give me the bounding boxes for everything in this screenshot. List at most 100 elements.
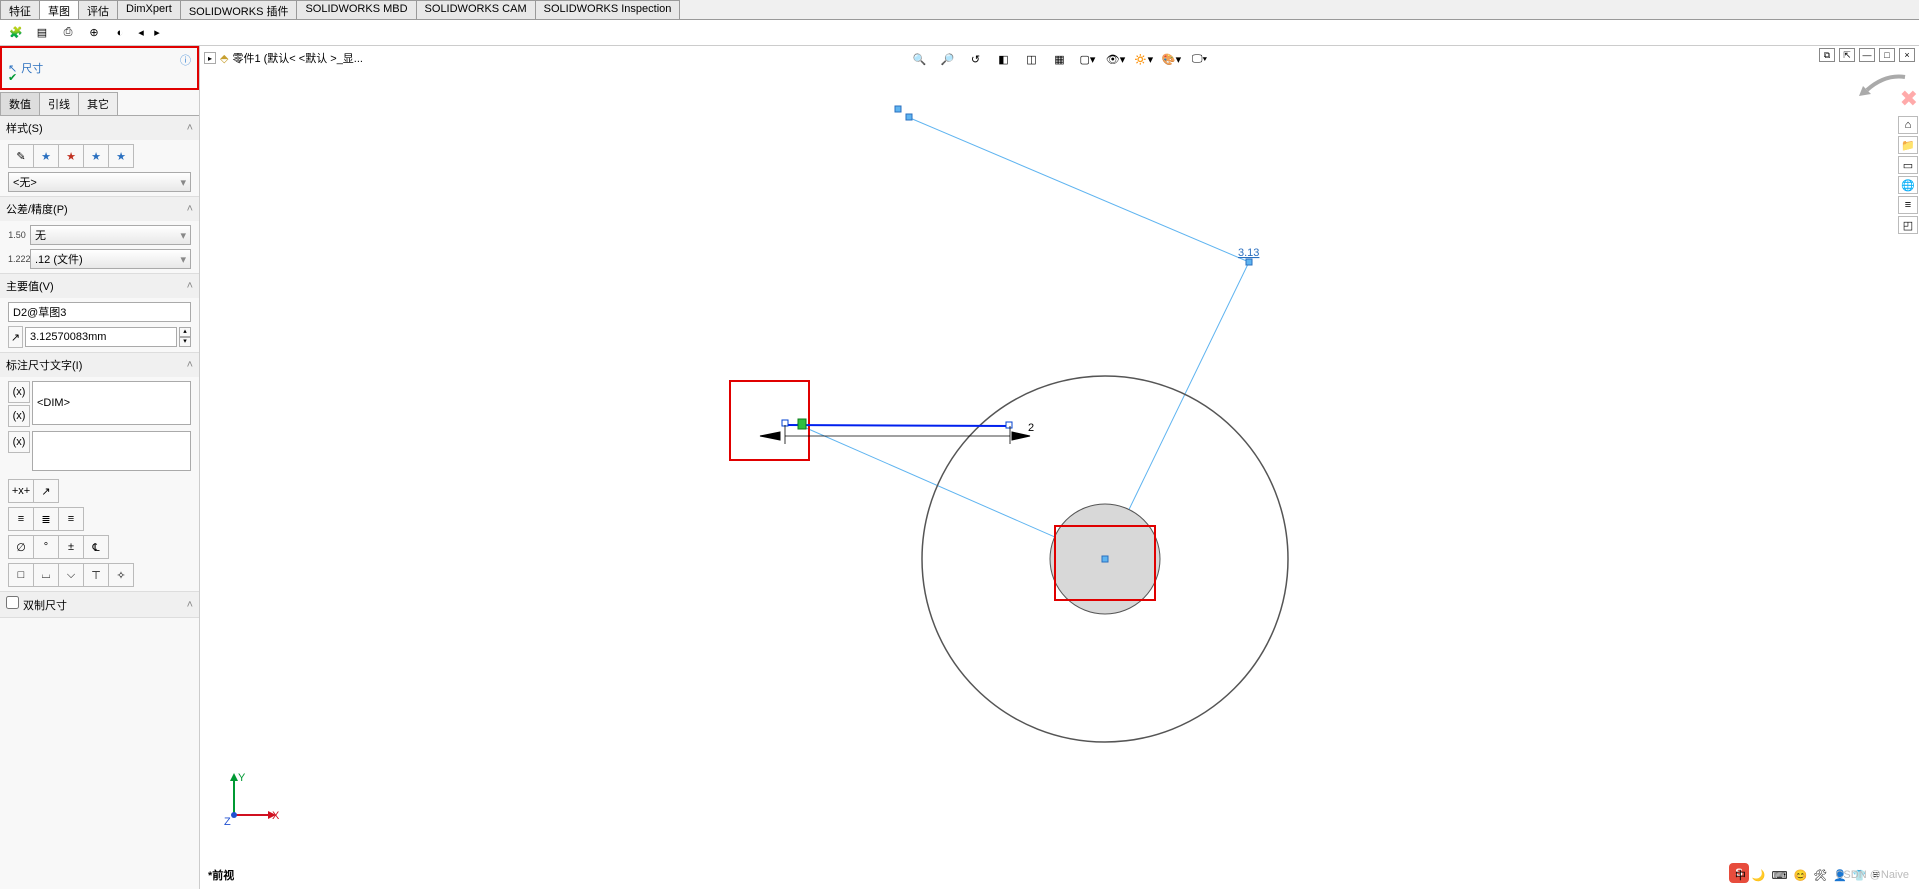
sym-more2-icon[interactable]: ⌵ [58,563,84,587]
prop-tab-leaders[interactable]: 引线 [39,92,79,115]
sketch-point[interactable] [895,106,901,112]
sketch-point[interactable] [1246,259,1252,265]
svg-text:X: X [272,810,280,822]
style-combo-value: <无> [13,174,37,190]
emoji-icon[interactable]: 😊 [1794,869,1808,882]
collapse-icon: ˄ [187,599,193,611]
tab-addins[interactable]: SOLIDWORKS 插件 [180,0,298,19]
style-label: 样式(S) [6,120,43,136]
top-tab-bar: 特征 草图 评估 DimXpert SOLIDWORKS 插件 SOLIDWOR… [0,0,1919,20]
sym-more3-icon[interactable]: ⊤ [83,563,109,587]
ime-icon[interactable]: 中 [1735,867,1746,883]
dimtext-format1-icon[interactable]: (x) [8,381,30,403]
collapse-icon: ˄ [187,280,193,292]
view-name-label: *前视 [208,867,234,883]
sym-degree-icon[interactable]: ° [33,535,59,559]
fm-tab-nav-right-icon[interactable]: ▸ [150,22,164,44]
dimension-header: ↖ 尺寸 ⓘ ✔ [0,46,199,90]
style-combo[interactable]: <无>▾ [8,172,191,192]
relation-icon[interactable] [798,419,806,429]
tab-features[interactable]: 特征 [0,0,40,19]
dimtext-label: 标注尺寸文字(I) [6,357,82,373]
svg-text:Y: Y [238,772,246,784]
primary-label: 主要值(V) [6,278,54,294]
fm-tab-appearance-icon[interactable]: ◐ [108,22,132,44]
style-load-icon[interactable]: ★ [108,144,134,168]
section-tolerance-header[interactable]: 公差/精度(P) ˄ [0,197,199,221]
sym-centerline-icon[interactable]: ℄ [83,535,109,559]
prop-tab-value[interactable]: 数值 [0,92,40,115]
dimension-value-text[interactable]: 2 [1028,422,1034,434]
graphics-canvas[interactable]: ▸ ⬘ 零件1 (默认< <默认 >_显... 🔍 🔎 ↺ ◧ ◫ ▦ ▢▾ 👁… [200,46,1919,889]
sketch-svg: 2 3.13 [200,46,1919,889]
value-spinner[interactable]: ▴▾ [179,327,191,347]
sym-square-icon[interactable]: □ [8,563,34,587]
highlight-box [730,381,809,460]
panel-tab-strip: 🧩 ▤ ⎙ ⊕ ◐ ◂ ▸ [0,20,1919,46]
center-point[interactable] [1102,556,1108,562]
ok-icon[interactable]: ✔ [8,71,17,84]
sym-more1-icon[interactable]: ⌴ [33,563,59,587]
dimtext-input[interactable] [32,381,191,425]
sym-diameter-icon[interactable]: ∅ [8,535,34,559]
dual-checkbox[interactable] [6,596,19,609]
fm-tab-dim-icon[interactable]: ⊕ [82,22,106,44]
style-save-icon[interactable]: ★ [83,144,109,168]
precision-combo[interactable]: .12 (文件)▾ [30,249,191,269]
tab-cam[interactable]: SOLIDWORKS CAM [416,0,536,19]
fm-tab-nav-left-icon[interactable]: ◂ [134,22,148,44]
tolerance-type-combo[interactable]: 无▾ [30,225,191,245]
justify-center-icon[interactable]: ≣ [33,507,59,531]
dimension-title: 尺寸 [21,60,43,76]
section-primary-header[interactable]: 主要值(V) ˄ [0,274,199,298]
style-buttons: ✎ ★ ★ ★ ★ [8,144,191,168]
endpoint[interactable] [1006,422,1012,428]
section-dual-header[interactable]: 双制尺寸 ˄ [0,592,199,617]
tab-dimxpert[interactable]: DimXpert [117,0,181,19]
collapse-icon: ˄ [187,122,193,134]
dimtext-extra-input[interactable] [32,431,191,471]
tool-icon[interactable]: 🛠 [1813,869,1827,882]
tol-icon1: 1.50 [8,230,26,240]
prop-tab-other[interactable]: 其它 [78,92,118,115]
moon-icon[interactable]: 🌙 [1752,869,1766,882]
svg-text:Z: Z [224,816,231,828]
fm-tab-property-icon[interactable]: ▤ [30,22,54,44]
sym-more-icon[interactable]: ✧ [108,563,134,587]
style-apply-icon[interactable]: ✎ [8,144,34,168]
dimension-name-input[interactable] [8,302,191,322]
style-delete-icon[interactable]: ★ [58,144,84,168]
collapse-icon: ˄ [187,359,193,371]
link-icon[interactable]: ↗ [8,326,23,348]
section-dimtext-header[interactable]: 标注尺寸文字(I) ˄ [0,353,199,377]
dual-checkbox-label[interactable]: 双制尺寸 [6,596,67,613]
property-manager: ↖ 尺寸 ⓘ ✔ 数值 引线 其它 样式(S) ˄ ✎ ★ ★ ★ ★ [0,46,200,889]
triad-icon: Y X Z [220,769,280,829]
tab-evaluate[interactable]: 评估 [78,0,118,19]
tolerance-label: 公差/精度(P) [6,201,68,217]
tolerance-type-value: 无 [35,227,46,243]
dt-btn2-icon[interactable]: ↗ [33,479,59,503]
justify-left-icon[interactable]: ≡ [8,507,34,531]
sketch-point[interactable] [906,114,912,120]
dimension-entity[interactable] [785,425,1010,426]
property-tabs: 数值 引线 其它 [0,92,199,116]
dimtext-format2-icon[interactable]: (x) [8,405,30,427]
fm-tab-tree-icon[interactable]: 🧩 [4,22,28,44]
tab-sketch[interactable]: 草图 [39,0,79,19]
section-style-header[interactable]: 样式(S) ˄ [0,116,199,140]
tol-icon2: 1.222 [8,254,26,264]
style-add-icon[interactable]: ★ [33,144,59,168]
tab-mbd[interactable]: SOLIDWORKS MBD [296,0,416,19]
dt-btn1-icon[interactable]: +x+ [8,479,34,503]
sym-plusminus-icon[interactable]: ± [58,535,84,559]
kb-icon[interactable]: ⌨ [1772,869,1788,882]
collapse-icon: ˄ [187,203,193,215]
tab-inspection[interactable]: SOLIDWORKS Inspection [535,0,681,19]
justify-right-icon[interactable]: ≡ [58,507,84,531]
cyan-dim-label[interactable]: 3.13 [1238,247,1259,259]
dimension-value-input[interactable] [25,327,177,347]
fm-tab-config-icon[interactable]: ⎙ [56,22,80,44]
help-icon[interactable]: ⓘ [180,52,191,68]
dimtext-format3-icon[interactable]: (x) [8,431,30,453]
